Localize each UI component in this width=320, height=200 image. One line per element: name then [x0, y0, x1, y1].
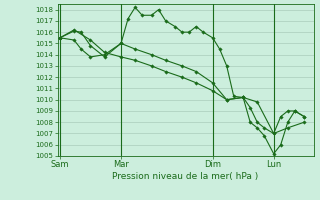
- X-axis label: Pression niveau de la mer( hPa ): Pression niveau de la mer( hPa ): [112, 172, 259, 181]
